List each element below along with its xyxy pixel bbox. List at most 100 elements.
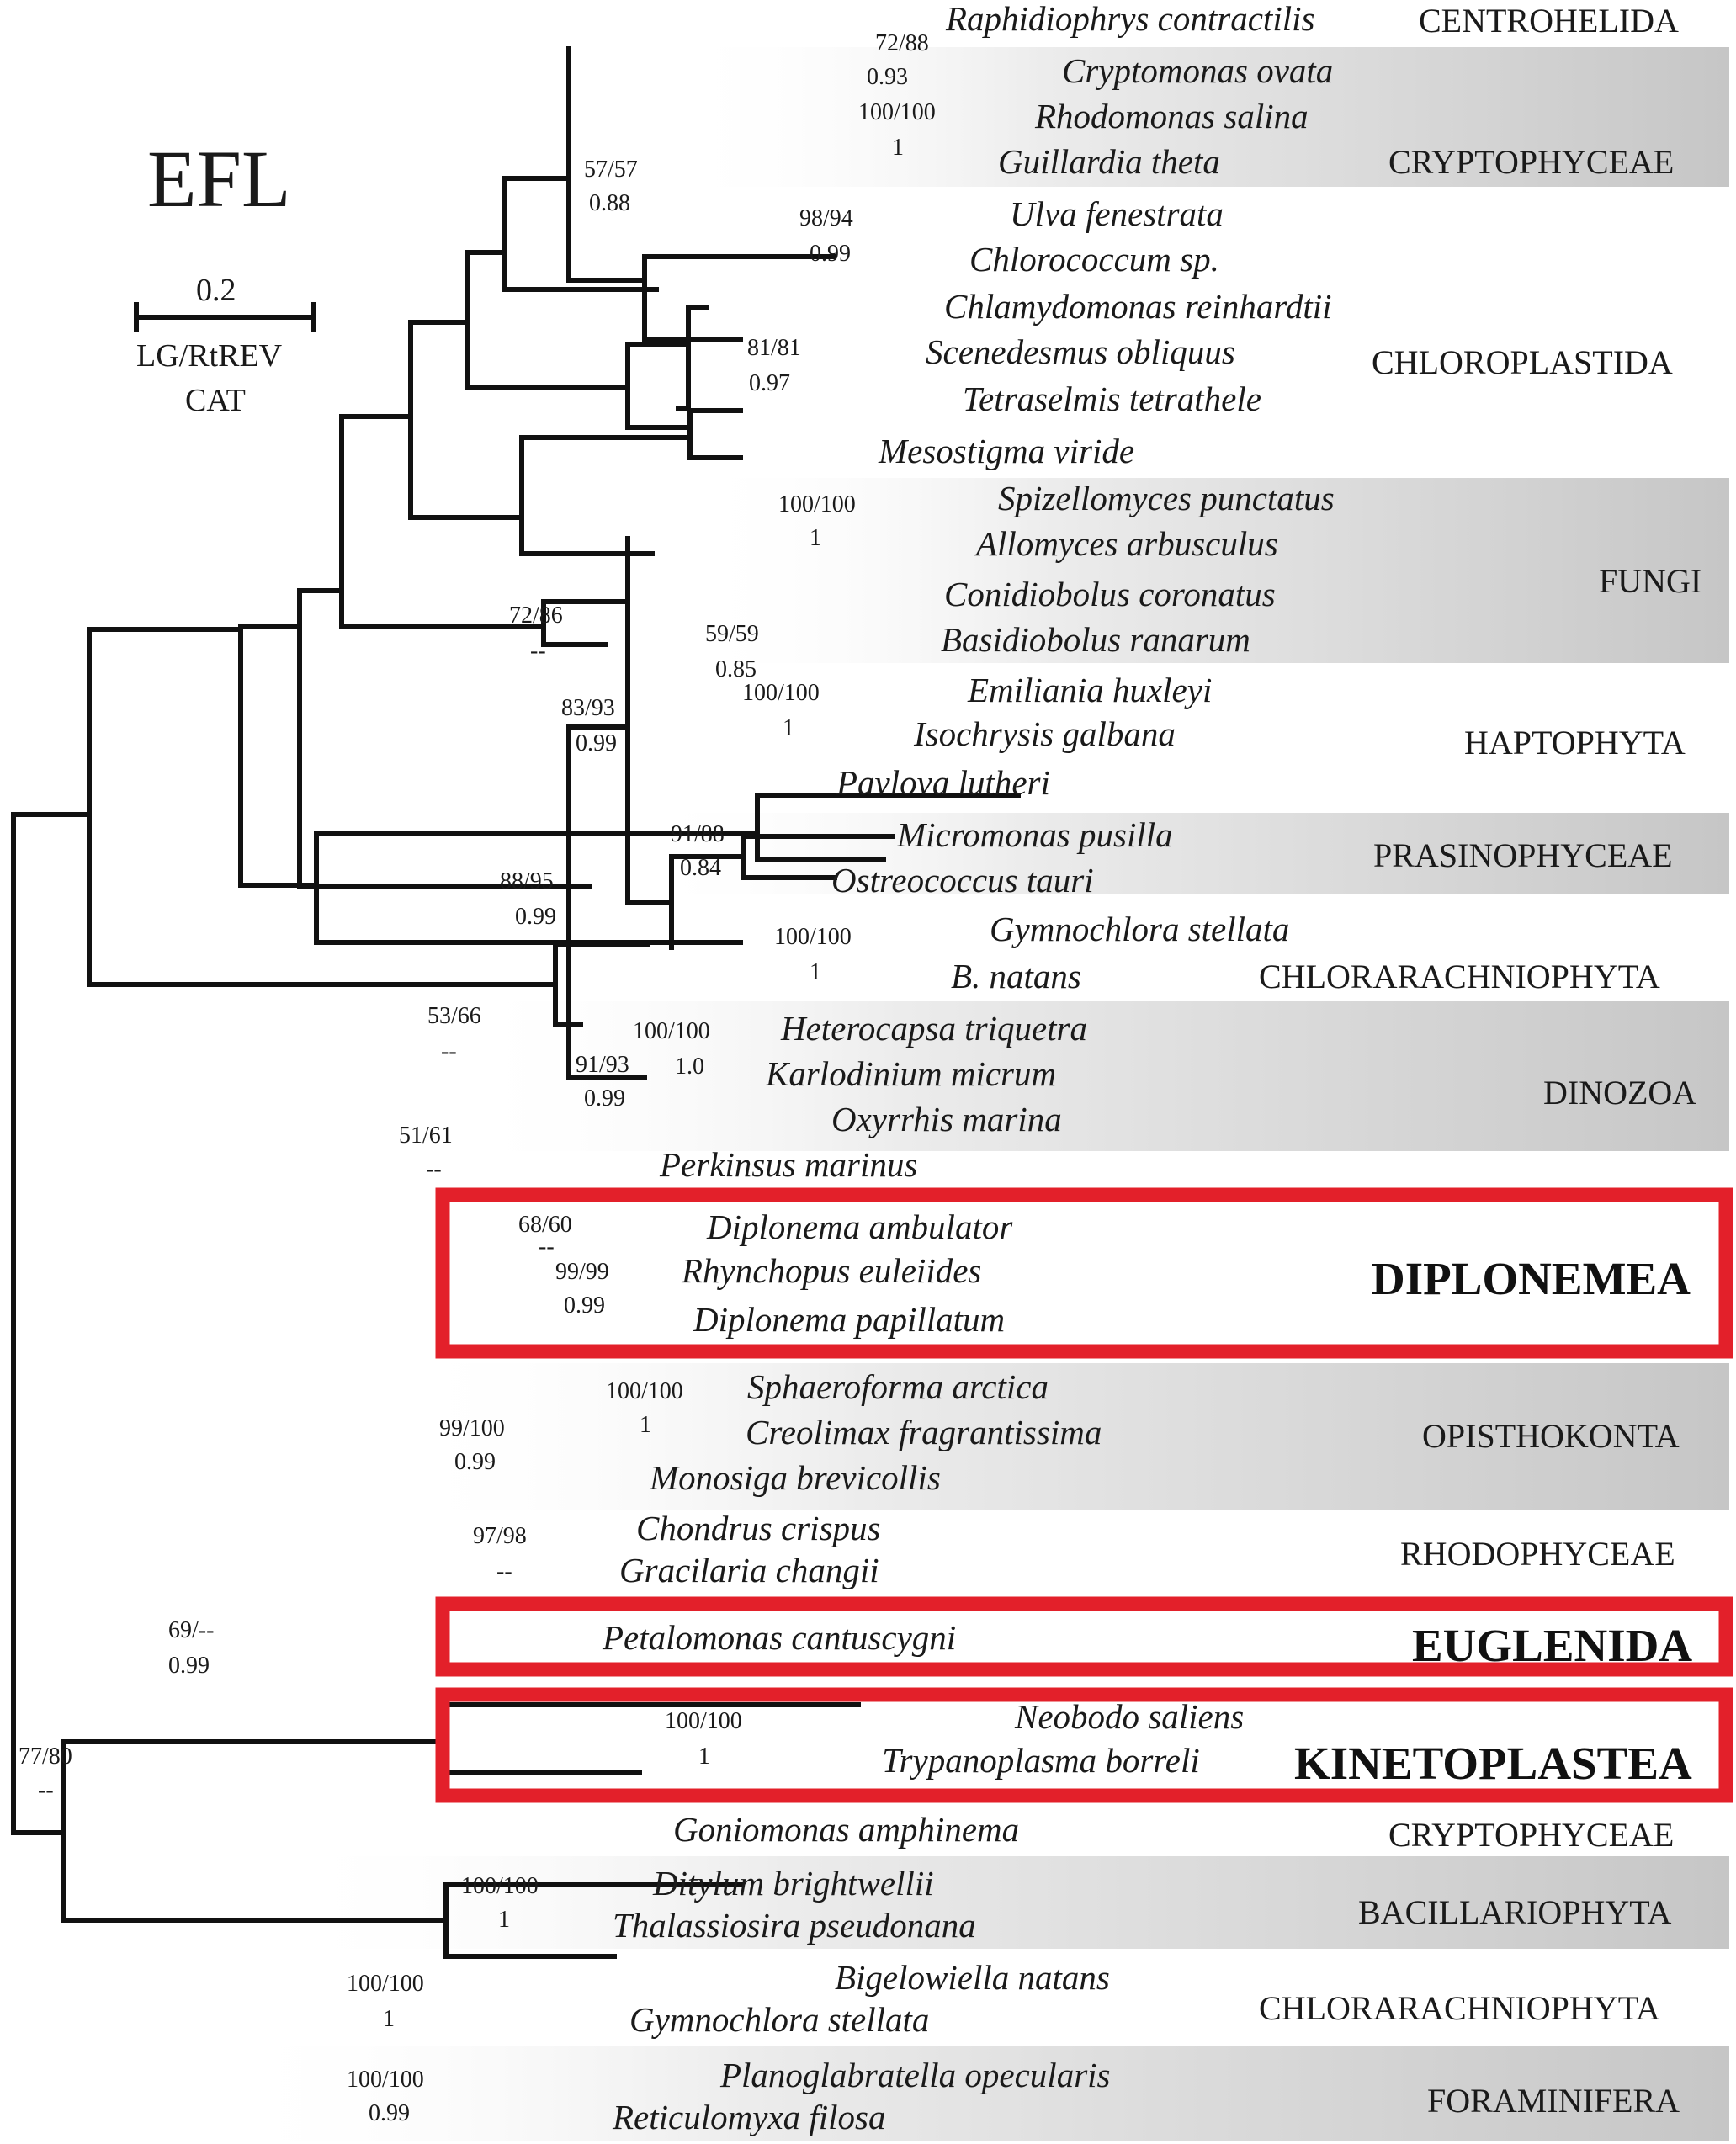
taxon-label: Heterocapsa triquetra <box>780 1009 1087 1048</box>
group-labels: CENTROHELIDA CRYPTOPHYCEAE CHLOROPLASTID… <box>1259 2 1701 2120</box>
scale-bar: 0.2 LG/RtREV CAT <box>134 273 316 418</box>
group-label: BACILLARIOPHYTA <box>1358 1893 1671 1931</box>
branches <box>11 46 1021 1959</box>
support-bootstrap: 100/100 <box>742 680 820 706</box>
euglenida-box <box>435 1596 1733 1677</box>
support-posterior: 1 <box>783 715 794 741</box>
support-posterior: 1 <box>383 2006 395 2032</box>
taxon-label: Allomyces arbusculus <box>974 524 1278 563</box>
group-label: CRYPTOPHYCEAE <box>1388 143 1674 181</box>
support-bootstrap: 57/57 <box>584 157 638 183</box>
support-posterior: 1 <box>810 959 821 985</box>
support-bootstrap: 59/59 <box>705 621 759 647</box>
taxon-label: Gracilaria changii <box>619 1551 879 1589</box>
taxon-label: Karlodinium micrum <box>765 1054 1056 1093</box>
support-posterior: -- <box>539 1234 555 1260</box>
support-bootstrap: 51/61 <box>399 1122 453 1149</box>
support-posterior: -- <box>426 1156 442 1182</box>
group-label: RHODOPHYCEAE <box>1400 1535 1675 1573</box>
taxon-label: Sphaeroforma arctica <box>747 1367 1049 1406</box>
support-posterior: 0.99 <box>168 1653 210 1679</box>
band-foraminifera <box>219 2046 1729 2141</box>
band-cryptophyceae <box>673 47 1729 187</box>
support-posterior: 1 <box>498 1907 510 1933</box>
support-posterior: 0.99 <box>564 1292 605 1319</box>
support-bootstrap: 68/60 <box>518 1212 572 1238</box>
support-posterior: 0.99 <box>515 904 556 930</box>
taxon-label: Bigelowiella natans <box>835 1958 1110 1997</box>
support-posterior: 1 <box>892 135 904 161</box>
taxon-label: Ostreococcus tauri <box>831 861 1094 900</box>
band-fungi <box>690 478 1729 663</box>
support-posterior: 0.99 <box>454 1449 496 1475</box>
group-label: CHLOROPLASTIDA <box>1372 343 1673 381</box>
support-bootstrap: 98/94 <box>799 205 853 231</box>
taxon-label: Ulva fenestrata <box>1010 194 1224 233</box>
taxon-label: Chlamydomonas reinhardtii <box>944 287 1332 326</box>
support-bootstrap: 91/88 <box>671 821 725 847</box>
diplonemea-label: DIPLONEMEA <box>1372 1253 1691 1304</box>
support-posterior: -- <box>38 1777 54 1803</box>
taxon-label: Petalomonas cantuscygni <box>602 1618 956 1657</box>
highlight-boxes: DIPLONEMEA EUGLENIDA KINETOPLASTEA <box>435 1187 1733 1803</box>
group-label: CHLORARACHNIOPHYTA <box>1259 958 1660 995</box>
support-posterior: -- <box>441 1038 457 1064</box>
support-bootstrap: 100/100 <box>858 99 936 125</box>
taxon-label: Trypanoplasma borreli <box>882 1741 1200 1780</box>
support-bootstrap: 77/80 <box>19 1743 72 1770</box>
taxon-label: B. natans <box>951 957 1081 995</box>
support-bootstrap: 100/100 <box>778 491 856 517</box>
band-dinozoa <box>454 1001 1729 1151</box>
taxon-label: Planoglabratella opecularis <box>719 2056 1111 2094</box>
support-posterior: 0.99 <box>576 730 617 756</box>
group-label: FORAMINIFERA <box>1427 2082 1680 2120</box>
group-label: CENTROHELIDA <box>1419 2 1679 40</box>
taxon-label: Chlorococcum sp. <box>969 240 1219 279</box>
support-bootstrap: 99/99 <box>555 1259 609 1285</box>
support-posterior: 0.88 <box>589 190 630 216</box>
support-bootstrap: 88/95 <box>500 868 554 894</box>
support-posterior: 0.93 <box>867 64 908 90</box>
taxon-label: Cryptomonas ovata <box>1062 51 1333 90</box>
taxon-label: Rhodomonas salina <box>1034 97 1309 135</box>
support-posterior: 0.84 <box>680 855 721 881</box>
support-bootstrap: 99/100 <box>439 1415 505 1441</box>
band-bacillariophyta <box>278 1856 1729 1949</box>
band-opisthokonta <box>396 1363 1729 1510</box>
tree-title: EFL <box>147 134 291 224</box>
scale-value: 0.2 <box>196 273 236 308</box>
taxon-label: Goniomonas amphinema <box>673 1810 1019 1849</box>
support-bootstrap: 72/88 <box>875 30 929 56</box>
group-label: CHLORARACHNIOPHYTA <box>1259 1989 1660 2027</box>
support-posterior: -- <box>496 1558 512 1584</box>
support-bootstrap: 69/-- <box>168 1617 214 1643</box>
support-posterior: 0.97 <box>749 370 790 396</box>
taxon-labels: Raphidiophrys contractilis Cryptomonas o… <box>602 0 1335 2136</box>
taxon-label: Thalassiosira pseudonana <box>613 1906 976 1945</box>
taxon-label: Isochrysis galbana <box>913 714 1176 753</box>
support-bootstrap: 81/81 <box>747 335 801 361</box>
support-posterior: 1 <box>698 1743 710 1770</box>
support-bootstrap: 83/93 <box>561 695 615 721</box>
taxon-label: Emiliania huxleyi <box>967 671 1212 709</box>
support-posterior: 1 <box>810 525 821 551</box>
diplonemea-box <box>435 1187 1733 1359</box>
support-bootstrap: 72/86 <box>509 602 563 629</box>
taxon-label: Oxyrrhis marina <box>831 1100 1062 1138</box>
taxon-label: Conidiobolus coronatus <box>944 575 1276 613</box>
taxon-label: Monosiga brevicollis <box>649 1458 941 1497</box>
taxon-label: Neobodo saliens <box>1014 1697 1244 1736</box>
taxon-label: Spizellomyces punctatus <box>998 479 1335 517</box>
group-label: CRYPTOPHYCEAE <box>1388 1816 1674 1854</box>
taxon-label: Micromonas pusilla <box>896 815 1173 854</box>
group-label: OPISTHOKONTA <box>1422 1417 1680 1455</box>
taxon-label: Mesostigma viride <box>878 432 1134 470</box>
taxon-label: Chondrus crispus <box>636 1509 880 1547</box>
support-posterior: -- <box>530 638 546 664</box>
taxon-label: Scenedesmus obliquus <box>926 332 1235 371</box>
taxon-label: Diplonema ambulator <box>706 1207 1013 1246</box>
taxon-label: Raphidiophrys contractilis <box>945 0 1314 38</box>
group-label: FUNGI <box>1599 562 1701 600</box>
taxon-label: Ditylum brightwellii <box>652 1864 934 1903</box>
